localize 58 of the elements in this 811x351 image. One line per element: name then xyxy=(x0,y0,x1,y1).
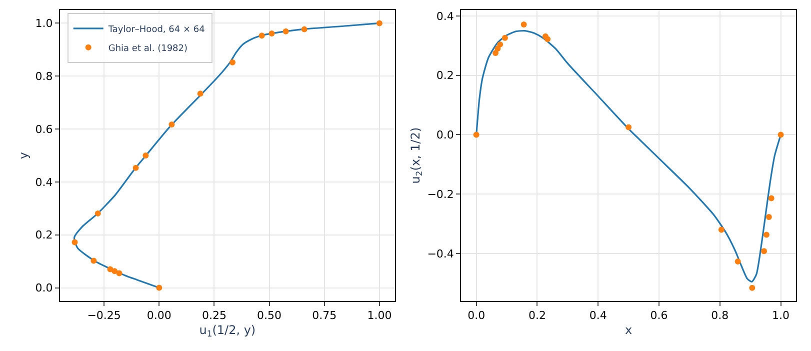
y-tick-label: 0.2 xyxy=(35,228,53,242)
y-tick-label: 0.0 xyxy=(35,282,53,295)
point xyxy=(734,258,741,265)
y-tick-label: 0.0 xyxy=(436,128,454,142)
y-tick-label: 0.2 xyxy=(436,69,454,82)
point xyxy=(258,32,265,39)
point xyxy=(492,50,499,56)
x-tick-label: −0.25 xyxy=(87,309,121,322)
y-tick-label: 0.4 xyxy=(436,10,454,23)
y-tick-label: 0.6 xyxy=(35,122,53,136)
point xyxy=(282,28,289,34)
x-tick-label: 1.0 xyxy=(772,309,790,322)
x-axis-title: u$_{1}$(1/2, y) xyxy=(199,323,256,339)
y-tick-label: −0.2 xyxy=(427,188,454,201)
point xyxy=(778,132,784,138)
x-tick-label: 0.00 xyxy=(146,309,172,322)
point xyxy=(473,132,480,138)
y-tick-label: 0.8 xyxy=(35,70,53,83)
point xyxy=(230,59,236,66)
point xyxy=(761,248,768,254)
point xyxy=(90,258,97,264)
point xyxy=(301,26,308,32)
point xyxy=(197,90,204,97)
x-tick-label: 0.75 xyxy=(312,309,337,322)
x-axis-title: x xyxy=(625,323,632,338)
point xyxy=(768,195,774,202)
point xyxy=(168,122,175,128)
x-tick-label: 0.0 xyxy=(468,309,486,322)
x-tick-label: 1.00 xyxy=(367,309,392,322)
legend-label: Taylor–Hood, 64 × 64 xyxy=(107,24,206,35)
point xyxy=(718,226,724,233)
y-tick-label: 1.0 xyxy=(35,17,53,30)
point xyxy=(116,270,122,276)
point xyxy=(94,210,101,216)
point xyxy=(763,232,770,238)
x-tick-label: 0.4 xyxy=(589,309,607,322)
legend-label: Ghia et al. (1982) xyxy=(108,44,188,54)
point xyxy=(268,30,275,37)
y-tick-label: 0.4 xyxy=(35,176,53,189)
point xyxy=(132,164,139,171)
point xyxy=(142,152,149,158)
point xyxy=(156,284,162,291)
point xyxy=(749,284,756,291)
x-tick-label: 0.2 xyxy=(528,309,546,322)
point xyxy=(520,22,527,28)
y-axis-title: y xyxy=(16,152,31,160)
x-tick-label: 0.50 xyxy=(257,309,282,322)
point xyxy=(626,124,632,130)
point xyxy=(542,33,548,40)
y-tick-label: −0.4 xyxy=(427,247,454,260)
x-tick-label: 0.8 xyxy=(711,309,729,322)
point xyxy=(766,214,772,220)
point xyxy=(112,268,118,274)
x-tick-label: 0.25 xyxy=(202,309,226,322)
point xyxy=(502,34,508,41)
point xyxy=(376,20,382,26)
x-tick-label: 0.6 xyxy=(650,309,668,322)
point xyxy=(72,239,78,246)
